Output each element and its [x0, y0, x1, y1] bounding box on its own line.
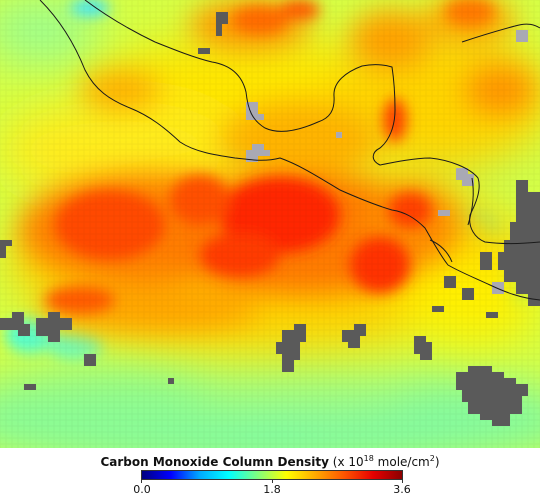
- legend-units-mid: mole/cm: [373, 455, 430, 469]
- colorbar-legend: Carbon Monoxide Column Density (x 1018 m…: [0, 448, 540, 496]
- legend-units-exponent: 18: [363, 454, 374, 463]
- tick-mark-min: [141, 480, 142, 483]
- tick-label-max: 3.6: [393, 483, 411, 496]
- tick-label-mid: 1.8: [263, 483, 281, 496]
- co-density-map: [0, 0, 540, 448]
- tick-label-min: 0.0: [133, 483, 151, 496]
- legend-units-prefix: (x 10: [332, 455, 364, 469]
- map-svg: [0, 0, 540, 448]
- tick-mark-max: [402, 480, 403, 483]
- tick-mark-mid: [272, 480, 273, 483]
- coastlines: [39, 0, 540, 301]
- legend-title-main: Carbon Monoxide Column Density: [100, 455, 329, 469]
- legend-title: Carbon Monoxide Column Density (x 1018 m…: [0, 454, 540, 469]
- land-no-data: [246, 30, 528, 294]
- legend-units-square: 2: [429, 454, 435, 463]
- colorbar-gradient: [141, 470, 403, 480]
- legend-units-suffix: ): [434, 455, 440, 469]
